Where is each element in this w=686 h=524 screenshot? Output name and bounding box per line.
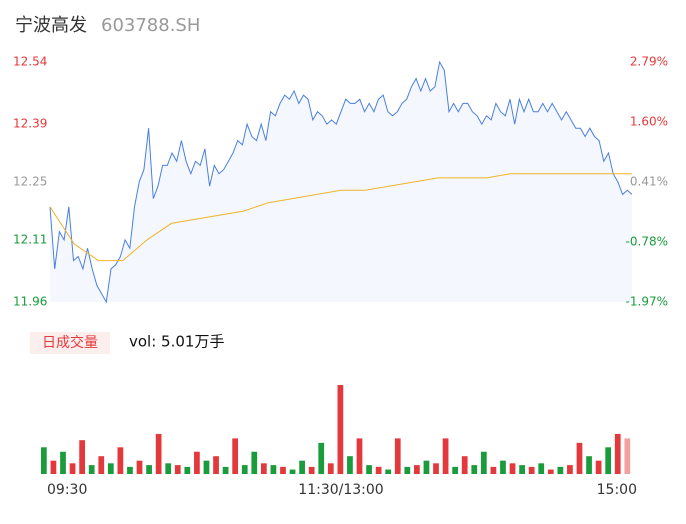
stock-code: 603788.SH [101,15,200,36]
volume-bar [127,466,133,474]
y2-tick-label: -1.97% [626,295,668,309]
volume-bar [423,460,430,474]
volume-bar [260,463,267,474]
volume-bar [146,465,152,474]
volume-bar [194,451,200,474]
volume-bar [155,433,162,474]
volume-bar [174,465,181,474]
volume-bar [480,451,487,474]
volume-bar [461,456,468,474]
volume-bar [337,385,344,474]
volume-bar [222,466,229,474]
volume-bar [280,466,286,474]
volume-badge [30,332,110,354]
volume-bar [452,466,459,474]
volume-bar [327,463,334,474]
volume-bar [50,460,57,474]
y-tick-label: 12.25 [13,175,47,189]
volume-bar [347,456,353,474]
volume-bar [203,460,210,474]
volume-bar [366,465,372,474]
volume-bar [289,469,296,474]
volume-bar [232,438,239,474]
volume-bar [41,447,47,474]
volume-bar [547,469,554,474]
volume-bar [528,466,535,474]
volume-bar [375,466,382,474]
volume-bar [98,456,105,474]
x-tick-label: 11:30/13:00 [298,482,383,498]
volume-bar [538,463,545,474]
volume-badge-label: 日成交量 [42,334,98,351]
volume-bar [557,466,564,474]
volume-bar [490,466,497,474]
volume-bar [69,463,76,474]
x-tick-label: 15:00 [597,482,637,498]
volume-bar [107,463,114,474]
volume-text: vol: 5.01万手 [129,333,224,351]
volume-bar [519,465,525,474]
volume-bar [586,456,592,474]
volume-bar [433,463,439,474]
series-line [49,173,632,262]
volume-bar [509,463,516,474]
volume-bar [471,465,478,474]
volume-bar [318,442,325,474]
volume-bar [79,440,85,474]
price-area [50,62,632,302]
y2-tick-label: 0.41% [630,175,668,189]
volume-bar [308,466,315,474]
volume-bar [624,438,631,474]
volume-bar [213,456,219,474]
volume-bar [136,460,143,474]
y2-tick-label: -0.78% [626,235,668,249]
volume-bar [442,438,449,474]
volume-bar [567,465,573,474]
volume-bar [270,465,277,474]
volume-bar [60,451,66,474]
volume-bar [385,469,392,474]
y-tick-label: 12.11 [13,232,47,246]
volume-bar [614,433,621,474]
series-line [49,60,633,304]
volume-bar [184,466,191,474]
volume-bar [356,438,363,474]
volume-bar [404,466,411,474]
volume-bar [88,465,95,474]
volume-bar [414,465,420,474]
volume-bar [299,460,305,474]
volume-bar [605,447,612,474]
volume-bar [595,460,602,474]
volume-bar [251,451,258,474]
y2-tick-label: 2.79% [630,55,668,69]
x-tick-label: 09:30 [47,482,87,498]
y-tick-label: 12.39 [13,117,47,131]
y-tick-label: 12.54 [13,55,47,69]
volume-bar [500,460,506,474]
volume-bar [576,442,583,474]
stock-name: 宁波高发 [15,15,87,36]
y2-tick-label: 1.60% [630,115,668,129]
y-tick-label: 11.96 [13,295,47,309]
volume-bar [165,463,172,474]
volume-bar [394,438,401,474]
volume-bar [117,447,124,474]
volume-bar [241,465,248,474]
